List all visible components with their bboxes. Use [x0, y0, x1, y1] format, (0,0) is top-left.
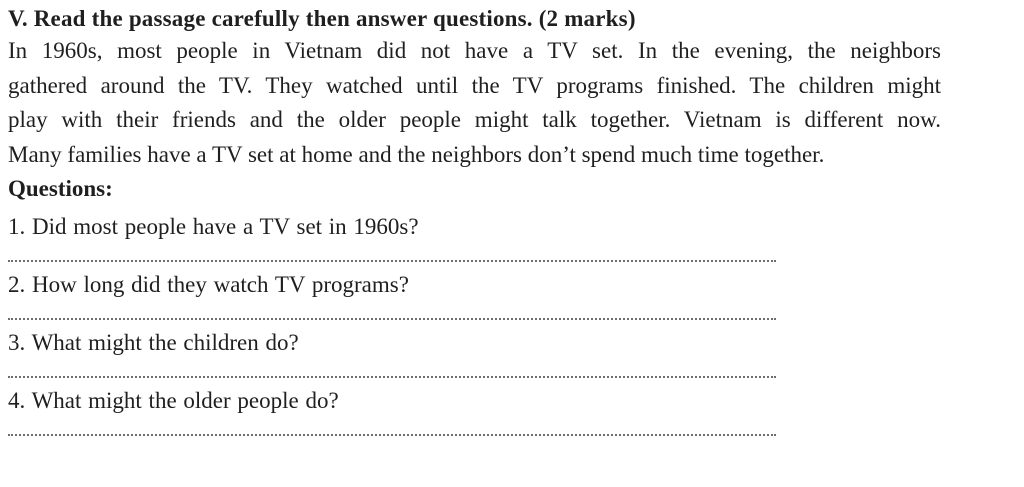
- questions-list: 1. Did most people have a TV set in 1960…: [8, 214, 1024, 436]
- question-1: 1. Did most people have a TV set in 1960…: [8, 214, 419, 239]
- reading-passage: In 1960s, most people in Vietnam did not…: [8, 34, 941, 172]
- worksheet-page: V. Read the passage carefully then answe…: [8, 6, 1024, 436]
- answer-blank-4: [8, 434, 776, 436]
- answer-blank-3: [8, 376, 776, 378]
- question-3: 3. What might the children do?: [8, 330, 299, 355]
- passage-line: In 1960s, most people in Vietnam did not…: [8, 38, 941, 63]
- answer-blank-2: [8, 318, 776, 320]
- question-2: 2. How long did they watch TV programs?: [8, 272, 409, 297]
- question-4: 4. What might the older people do?: [8, 388, 339, 413]
- passage-line: Many families have a TV set at home and …: [8, 141, 825, 167]
- section-title: V. Read the passage carefully then answe…: [8, 6, 636, 31]
- passage-line: gathered around the TV. They watched unt…: [8, 72, 941, 98]
- answer-blank-1: [8, 260, 776, 262]
- passage-line: play with their friends and the older pe…: [8, 107, 941, 132]
- questions-heading: Questions:: [8, 176, 113, 201]
